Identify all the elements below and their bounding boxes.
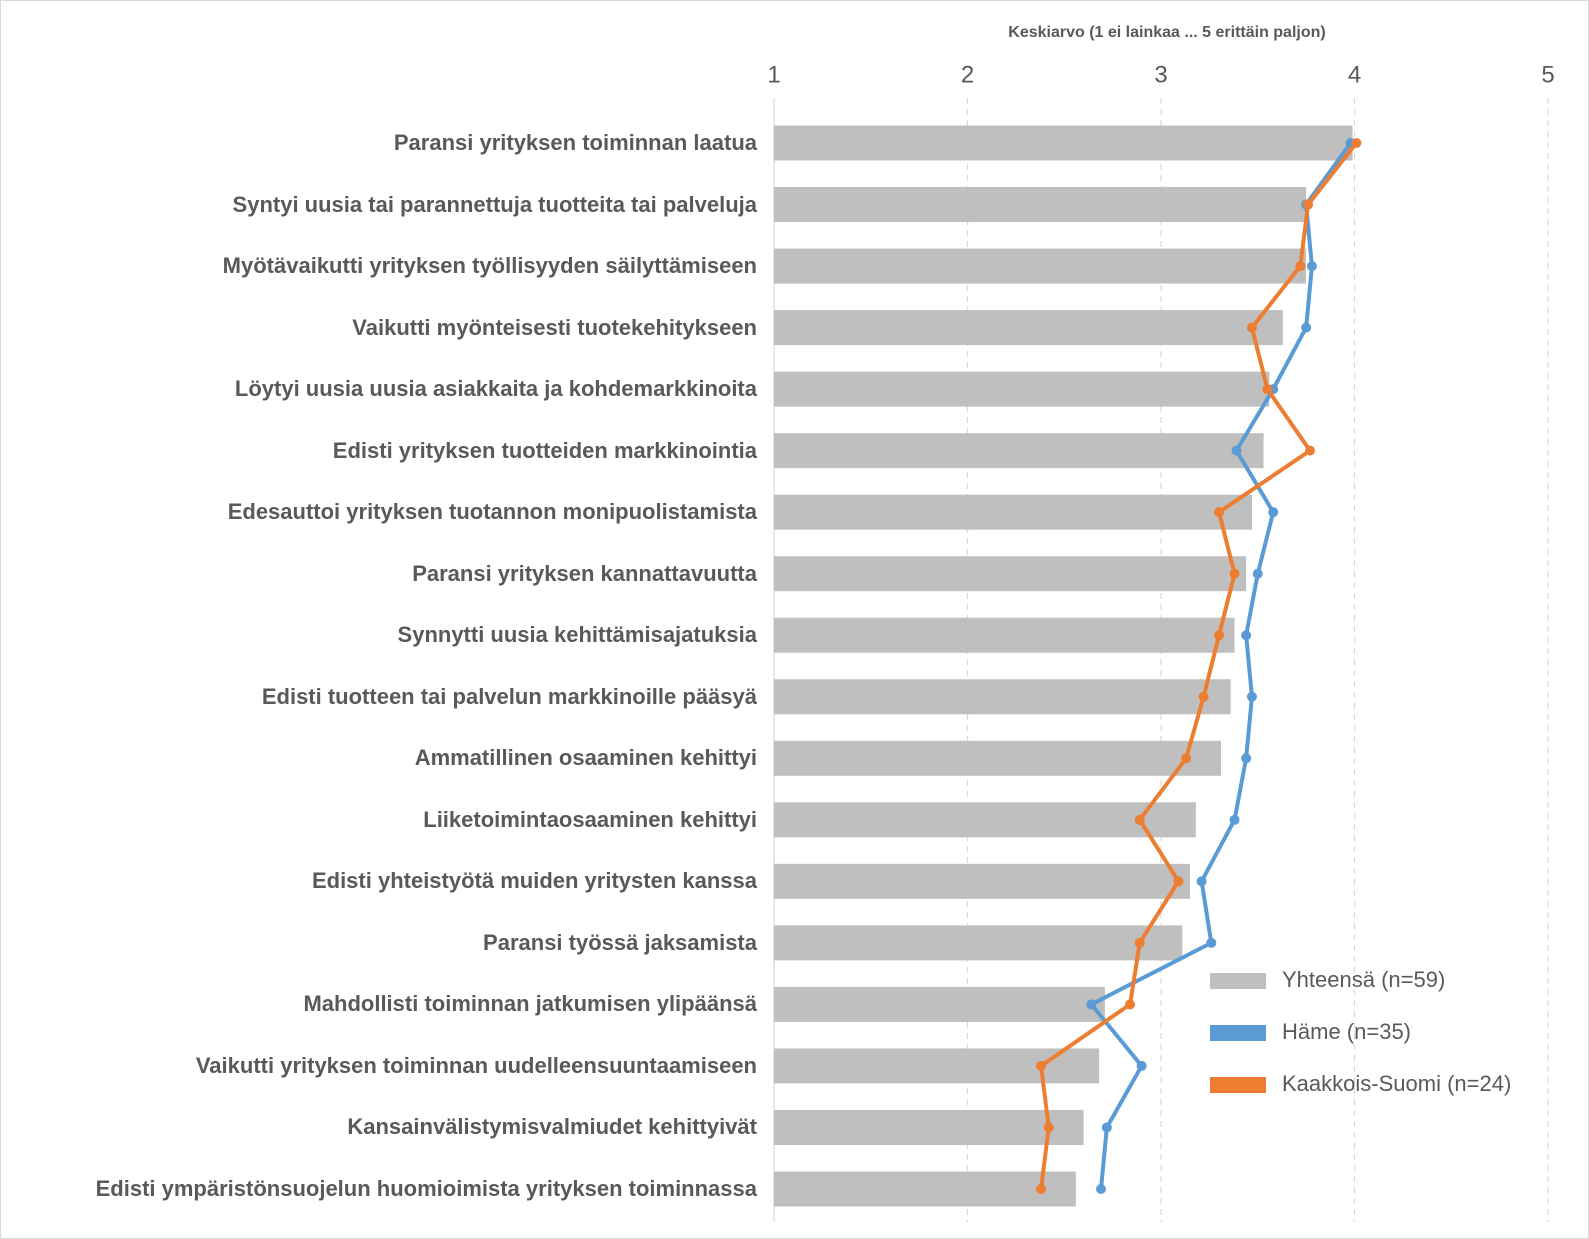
x-tick-label: 4 bbox=[1348, 61, 1361, 88]
x-tick-label: 1 bbox=[767, 61, 780, 88]
category-label: Edesauttoi yrityksen tuotannon monipuoli… bbox=[227, 499, 757, 525]
category-label: Edisti tuotteen tai palvelun markkinoill… bbox=[261, 683, 757, 709]
bar bbox=[774, 740, 1221, 776]
bar bbox=[774, 863, 1191, 899]
marker bbox=[1136, 1060, 1147, 1071]
bar bbox=[774, 310, 1283, 346]
marker bbox=[1295, 261, 1306, 272]
marker bbox=[1246, 691, 1257, 702]
x-tick-label: 5 bbox=[1541, 61, 1554, 88]
bar bbox=[774, 617, 1235, 653]
marker bbox=[1351, 138, 1362, 148]
category-label: Mahdollisti toiminnan jatkumisen ylipään… bbox=[303, 991, 757, 1017]
legend-label: Kaakkois-Suomi (n=24) bbox=[1282, 1071, 1511, 1096]
marker bbox=[1096, 1184, 1107, 1194]
category-label: Syntyi uusia tai parannettuja tuotteita … bbox=[232, 191, 757, 217]
category-label: Edisti yhteistyötä muiden yritysten kans… bbox=[311, 868, 757, 894]
category-label: Vaikutti yrityksen toiminnan uudelleensu… bbox=[195, 1052, 757, 1078]
bar bbox=[774, 433, 1264, 469]
marker bbox=[1241, 753, 1252, 764]
category-label: Paransi yrityksen toiminnan laatua bbox=[393, 130, 757, 155]
marker bbox=[1303, 199, 1314, 210]
marker bbox=[1262, 384, 1273, 395]
category-label: Edisti ympäristönsuojelun huomioimista y… bbox=[95, 1176, 757, 1201]
marker bbox=[1173, 876, 1184, 887]
category-label: Paransi työssä jaksamista bbox=[483, 929, 757, 955]
marker bbox=[1086, 999, 1097, 1010]
legend-swatch bbox=[1210, 973, 1266, 989]
bar bbox=[774, 125, 1353, 161]
marker bbox=[1036, 1184, 1047, 1194]
marker bbox=[1101, 1122, 1112, 1133]
legend-label: Yhteensä (n=59) bbox=[1282, 967, 1445, 992]
marker bbox=[1229, 568, 1240, 579]
marker bbox=[1301, 322, 1312, 333]
marker bbox=[1043, 1122, 1054, 1133]
marker bbox=[1036, 1060, 1047, 1071]
marker bbox=[1134, 937, 1145, 948]
marker bbox=[1125, 999, 1136, 1010]
marker bbox=[1134, 814, 1145, 825]
bar bbox=[774, 802, 1196, 838]
marker bbox=[1231, 445, 1242, 456]
bar bbox=[774, 986, 1105, 1022]
marker bbox=[1214, 630, 1225, 641]
category-label: Kansainvälistymisvalmiudet kehittyivät bbox=[347, 1114, 757, 1140]
category-label: Vaikutti myönteisesti tuotekehitykseen bbox=[352, 314, 757, 340]
marker bbox=[1229, 814, 1240, 825]
marker bbox=[1304, 445, 1315, 456]
x-tick-label: 2 bbox=[961, 61, 974, 88]
marker bbox=[1241, 630, 1252, 641]
marker bbox=[1181, 753, 1192, 764]
category-label: Paransi yrityksen kannattavuutta bbox=[412, 560, 757, 586]
x-tick-label: 3 bbox=[1154, 61, 1167, 88]
marker bbox=[1268, 507, 1279, 518]
category-label: Myötävaikutti yrityksen työllisyyden säi… bbox=[222, 253, 757, 279]
marker bbox=[1246, 322, 1257, 333]
bar bbox=[774, 371, 1270, 407]
bar bbox=[774, 187, 1307, 223]
legend-label: Häme (n=35) bbox=[1282, 1019, 1411, 1044]
legend-swatch bbox=[1210, 1025, 1266, 1041]
marker bbox=[1206, 937, 1217, 948]
bar bbox=[774, 248, 1307, 284]
line bbox=[1089, 141, 1353, 1190]
legend-swatch bbox=[1210, 1077, 1266, 1093]
marker bbox=[1196, 876, 1207, 887]
marker bbox=[1198, 691, 1209, 702]
axis-title: Keskiarvo (1 ei lainkaa ... 5 erittäin p… bbox=[1008, 24, 1325, 41]
category-label: Löytyi uusia uusia asiakkaita ja kohdema… bbox=[234, 376, 757, 402]
marker bbox=[1252, 568, 1263, 579]
marker bbox=[1214, 507, 1225, 518]
bar bbox=[774, 1048, 1100, 1084]
marker bbox=[1306, 261, 1317, 272]
category-label: Edisti yrityksen tuotteiden markkinointi… bbox=[332, 437, 757, 463]
category-label: Liiketoimintaosaaminen kehittyi bbox=[423, 806, 757, 832]
bar bbox=[774, 556, 1247, 592]
category-label: Ammatillinen osaaminen kehittyi bbox=[414, 745, 757, 771]
bar bbox=[774, 925, 1183, 961]
bar bbox=[774, 494, 1252, 530]
line bbox=[1039, 141, 1359, 1190]
bar bbox=[774, 1171, 1076, 1207]
category-label: Synnytti uusia kehittämisajatuksia bbox=[397, 622, 757, 648]
bar bbox=[774, 679, 1231, 715]
bar bbox=[774, 1109, 1084, 1145]
